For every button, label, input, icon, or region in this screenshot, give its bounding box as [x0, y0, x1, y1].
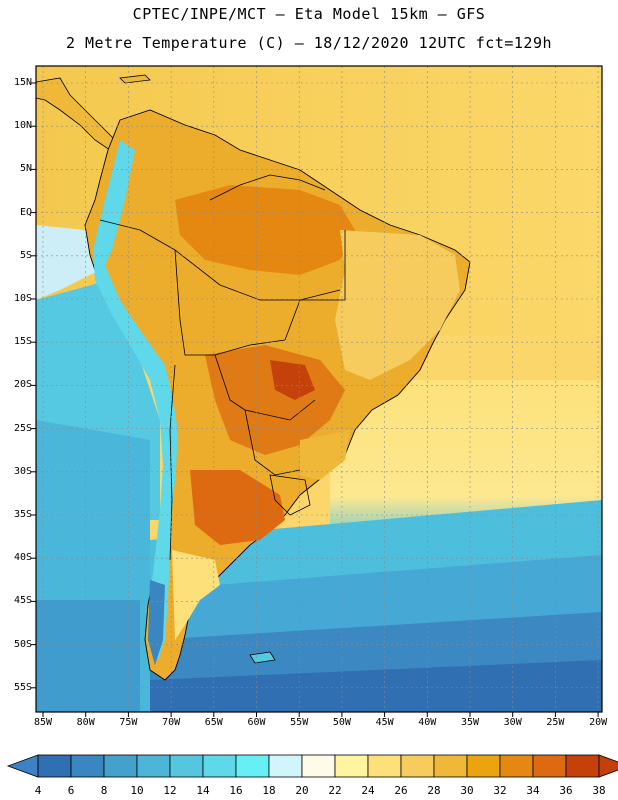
colorbar-label: 32	[493, 784, 507, 797]
colorbar-label: 12	[163, 784, 177, 797]
colorbar-swatch	[169, 754, 204, 778]
colorbar-label: 26	[394, 784, 408, 797]
colorbar-label: 16	[229, 784, 243, 797]
colorbar-swatch	[532, 754, 567, 778]
lon-label: 35W	[460, 717, 480, 728]
lat-label: 55S	[13, 681, 32, 693]
lon-label: 20W	[589, 717, 608, 728]
colorbar-swatch	[37, 754, 72, 778]
lon-label: 80W	[76, 717, 95, 728]
lat-label: 30S	[13, 465, 32, 477]
colorbar-swatch	[433, 754, 468, 778]
lon-label: 45W	[375, 717, 394, 728]
lon-label: 65W	[204, 717, 223, 728]
map-grid	[36, 66, 602, 712]
colorbar-label: 30	[460, 784, 474, 797]
lat-label: 5S	[19, 249, 32, 261]
colorbar-swatch	[268, 754, 303, 778]
colorbar-label: 18	[262, 784, 276, 797]
lat-label: 25S	[13, 422, 32, 434]
amazon-hot	[175, 185, 355, 275]
lon-label: 60W	[247, 717, 266, 728]
pacific-band-deep	[36, 600, 140, 712]
colorbar-label: 38	[592, 784, 606, 797]
brazil-south-mild	[300, 430, 350, 480]
colorbar-label: 4	[34, 784, 42, 797]
colorbar-low-arrow	[6, 754, 39, 778]
colorbar-swatch	[136, 754, 171, 778]
chaco-core	[270, 360, 315, 400]
lat-label: 15S	[13, 336, 32, 348]
colorbar-swatch	[301, 754, 336, 778]
colorbar-label: 14	[196, 784, 210, 797]
lat-label: 15N	[13, 77, 32, 88]
lat-label: 50S	[13, 638, 32, 650]
colorbar-label: 8	[100, 784, 108, 797]
colorbar-swatch	[367, 754, 402, 778]
lat-label: 5N	[19, 163, 32, 175]
lon-label: 75W	[119, 717, 138, 728]
lon-label: 70W	[162, 717, 181, 728]
lon-label: 25W	[546, 717, 565, 728]
lon-label: 40W	[418, 717, 437, 728]
lat-label: 40S	[13, 552, 32, 564]
colorbar-high-arrow	[598, 754, 618, 778]
lat-label: EQ	[19, 206, 32, 218]
colorbar-swatch	[70, 754, 105, 778]
colorbar-label: 34	[526, 784, 540, 797]
colorbar-swatch	[499, 754, 534, 778]
colorbar-swatch	[103, 754, 138, 778]
title-line-1: CPTEC/INPE/MCT — Eta Model 15km — GFS	[132, 5, 486, 23]
colorbar-swatch	[334, 754, 369, 778]
map-frame	[35, 65, 603, 713]
axis-ticks	[31, 82, 599, 717]
lon-label: 85W	[33, 717, 53, 728]
chaco-hot	[205, 345, 345, 455]
pacific-band-light	[36, 225, 100, 300]
lon-label: 30W	[503, 717, 522, 728]
lat-label: 20S	[13, 379, 32, 391]
caribbean-islands	[119, 74, 151, 84]
colorbar-swatch	[400, 754, 435, 778]
colorbar-swatch	[565, 754, 600, 778]
lon-label: 55W	[290, 717, 309, 728]
colorbar-label: 22	[328, 784, 342, 797]
lat-label: 10N	[13, 120, 32, 132]
colorbar-label: 36	[559, 784, 573, 797]
title-line-2: 2 Metre Temperature (C) — 18/12/2020 12U…	[65, 34, 553, 52]
colorbar	[6, 754, 618, 778]
colorbar-swatch	[202, 754, 237, 778]
colorbar-swatch	[466, 754, 501, 778]
colorbar-label: 20	[295, 784, 309, 797]
colorbar-label: 6	[67, 784, 75, 797]
lon-label: 50W	[332, 717, 351, 728]
colorbar-label: 24	[361, 784, 375, 797]
lat-label: 45S	[13, 595, 32, 607]
country-borders	[99, 174, 346, 561]
patagonia-mild	[172, 550, 220, 640]
falkland-islands	[249, 651, 276, 664]
southern-band-cyan	[150, 500, 602, 600]
southern-band-deep	[150, 660, 602, 712]
colorbar-label: 10	[130, 784, 144, 797]
lat-label: 10S	[13, 293, 32, 304]
colorbar-swatch	[235, 754, 270, 778]
lat-label: 35S	[13, 509, 32, 520]
andes-cold	[93, 140, 178, 660]
colorbar-label: 28	[427, 784, 441, 797]
